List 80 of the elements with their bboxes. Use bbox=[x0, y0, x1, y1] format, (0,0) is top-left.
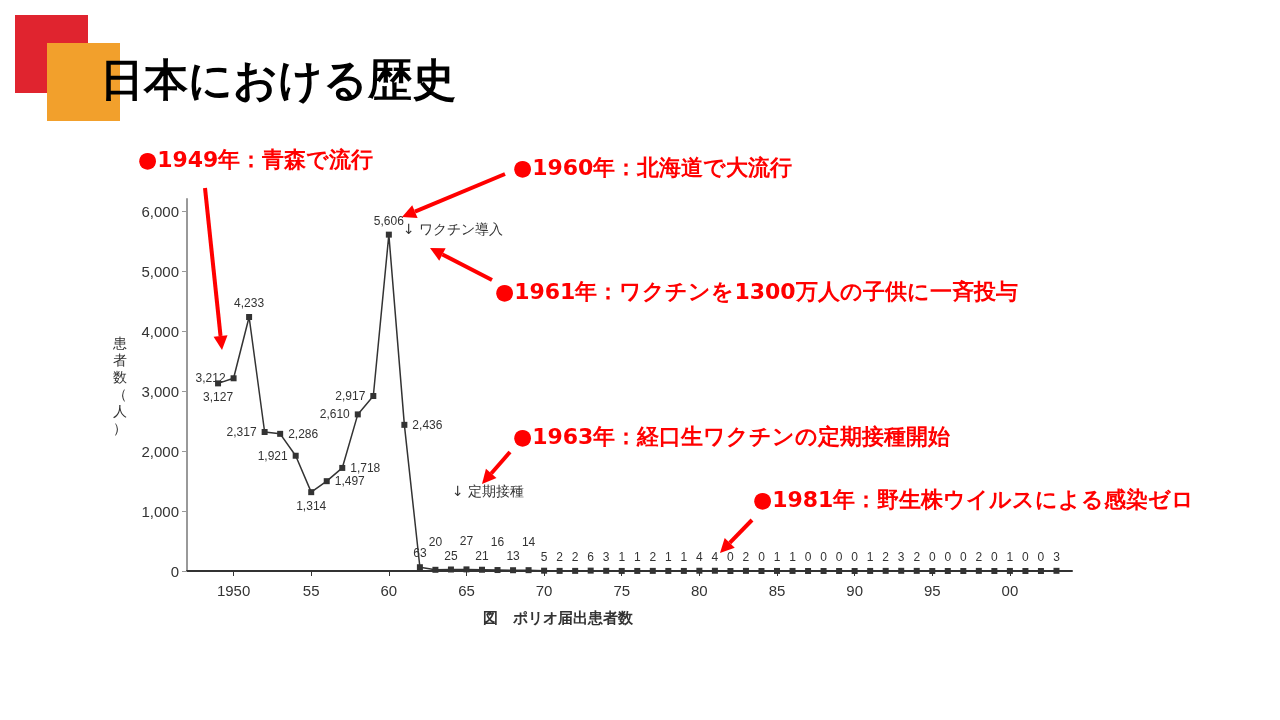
y-tick-label: 1,000 bbox=[141, 502, 179, 520]
x-tick-label: 70 bbox=[535, 582, 553, 599]
data-label: 0 bbox=[991, 550, 999, 564]
data-label: 0 bbox=[1022, 550, 1030, 564]
text: 図 ポリオ届出患者数 bbox=[483, 608, 634, 627]
data-label: 2 bbox=[556, 549, 564, 564]
data-label: 27 bbox=[459, 534, 474, 549]
data-label: 0 bbox=[928, 550, 936, 564]
x-tick-label: 75 bbox=[613, 582, 631, 599]
data-label: 0 bbox=[1037, 550, 1045, 564]
data-label: 3 bbox=[897, 549, 905, 564]
data-label: 5,606 bbox=[373, 213, 405, 228]
data-label: 0 bbox=[959, 550, 967, 564]
annotation: ↓ 定期接種 bbox=[452, 483, 525, 499]
data-label: 1,497 bbox=[334, 474, 366, 489]
data-label: 25 bbox=[444, 548, 458, 563]
data-label: 2 bbox=[742, 549, 750, 564]
data-label: 1 bbox=[633, 549, 641, 564]
data-label: 1 bbox=[618, 549, 626, 564]
data-label: 2,286 bbox=[288, 426, 319, 441]
x-tick-label: 60 bbox=[380, 582, 398, 599]
data-label: 1 bbox=[866, 549, 874, 564]
data-label: 4 bbox=[696, 549, 704, 564]
data-label: 2,436 bbox=[412, 417, 443, 432]
data-label: 0 bbox=[851, 550, 859, 564]
text: ●1949年：青森で流行 bbox=[138, 146, 374, 172]
data-label: 13 bbox=[506, 549, 521, 564]
data-label: 0 bbox=[944, 550, 952, 564]
data-label: 20 bbox=[428, 534, 443, 549]
data-label: 0 bbox=[804, 550, 812, 564]
annotation: ↓ ワクチン導入 bbox=[403, 221, 504, 237]
data-label: 2,317 bbox=[226, 424, 257, 439]
annotation: ●1961年：ワクチンを1300万人の子供に一斉投与 bbox=[495, 278, 1018, 304]
data-label: 3,127 bbox=[203, 390, 234, 405]
x-tick-label: 95 bbox=[923, 582, 941, 599]
data-label: 4,233 bbox=[234, 296, 265, 311]
data-label: 2 bbox=[571, 549, 579, 564]
x-tick-label: 90 bbox=[846, 582, 863, 599]
data-label: 0 bbox=[758, 550, 766, 564]
data-label: 1 bbox=[664, 549, 672, 564]
x-tick-label: 00 bbox=[1001, 582, 1019, 599]
data-label: 1 bbox=[1006, 549, 1014, 564]
annotation: ●1981年：野生株ウイルスによる感染ゼロ bbox=[753, 486, 1195, 512]
data-label: 21 bbox=[475, 548, 489, 563]
data-label: 16 bbox=[490, 535, 505, 550]
data-label: 5 bbox=[540, 549, 548, 564]
data-label: 4 bbox=[711, 549, 719, 564]
y-tick-label: 6,000 bbox=[141, 202, 179, 220]
text: ●1960年：北海道で大流行 bbox=[513, 154, 793, 180]
data-label: 1 bbox=[773, 549, 781, 564]
x-tick-label: 55 bbox=[302, 582, 320, 599]
data-label: 3 bbox=[1053, 549, 1061, 564]
x-tick-label: 80 bbox=[691, 582, 708, 599]
data-label: 3 bbox=[602, 549, 610, 564]
x-tick-label: 1950 bbox=[216, 582, 251, 599]
annotation: ●1963年：経口生ワクチンの定期接種開始 bbox=[513, 423, 951, 449]
data-label: 0 bbox=[727, 550, 735, 564]
data-label: 0 bbox=[820, 550, 828, 564]
y-tick-label: 0 bbox=[170, 562, 179, 580]
x-tick-label: 65 bbox=[458, 582, 475, 599]
x-tick-label: 85 bbox=[768, 582, 786, 599]
data-label: 2 bbox=[649, 549, 657, 564]
y-tick-label: 4,000 bbox=[141, 322, 179, 340]
data-label: 2 bbox=[913, 549, 921, 564]
data-label: 1,921 bbox=[257, 448, 289, 463]
y-axis-title: 患者数（人） bbox=[112, 334, 127, 436]
data-label: 0 bbox=[835, 550, 843, 564]
y-tick-label: 2,000 bbox=[141, 442, 179, 460]
data-label: 2 bbox=[882, 549, 890, 564]
data-label: 2 bbox=[975, 549, 983, 564]
y-tick-label: 3,000 bbox=[141, 382, 179, 400]
data-label: 14 bbox=[521, 535, 536, 550]
data-label: 1,718 bbox=[350, 460, 381, 475]
data-label: 1 bbox=[680, 549, 688, 564]
data-label: 6 bbox=[587, 549, 595, 564]
data-label: 1 bbox=[789, 549, 797, 564]
data-label: 2,917 bbox=[335, 388, 366, 403]
data-label: 2,610 bbox=[319, 407, 351, 422]
y-tick-label: 5,000 bbox=[141, 262, 179, 280]
data-label: 1,314 bbox=[296, 499, 327, 514]
